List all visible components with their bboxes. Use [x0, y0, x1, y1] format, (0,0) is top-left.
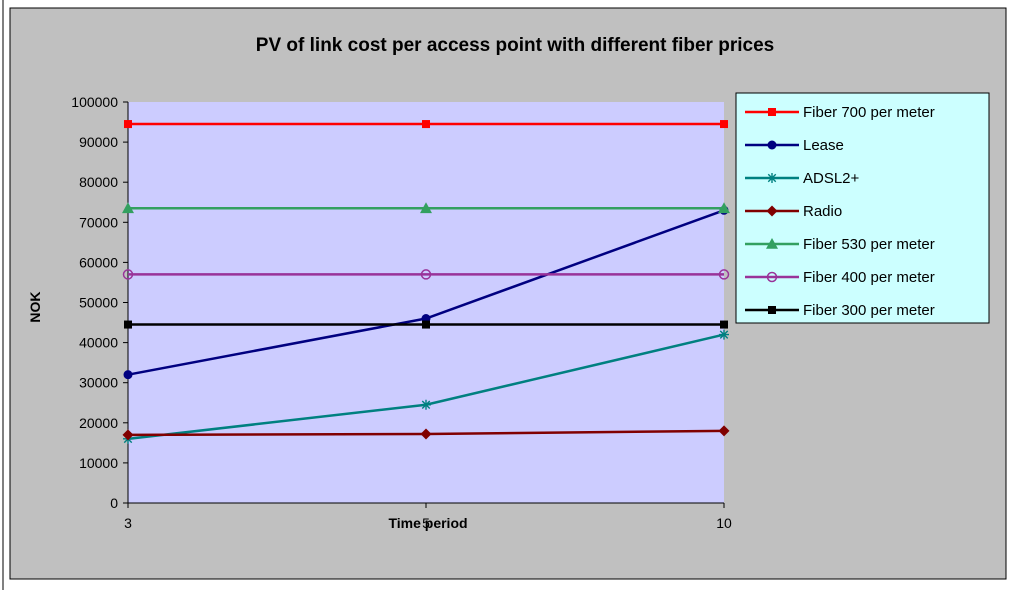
data-point-marker: [422, 321, 430, 329]
data-point-marker: [768, 108, 776, 116]
data-point-marker: [768, 141, 777, 150]
data-point-marker: [421, 400, 431, 410]
legend-label: Fiber 530 per meter: [803, 236, 935, 253]
y-tick-label: 90000: [79, 134, 118, 150]
y-tick-label: 70000: [79, 214, 118, 230]
y-tick-label: 30000: [79, 375, 118, 391]
y-tick-label: 10000: [79, 455, 118, 471]
legend-label: Fiber 700 per meter: [803, 104, 935, 121]
y-tick-label: 80000: [79, 174, 118, 190]
legend-label: Lease: [803, 137, 844, 154]
chart-title: PV of link cost per access point with di…: [256, 35, 774, 56]
y-tick-label: 50000: [79, 295, 118, 311]
data-point-marker: [720, 120, 728, 128]
y-tick-label: 40000: [79, 335, 118, 351]
x-axis-title: Time period: [388, 515, 467, 531]
plot-area: [128, 102, 724, 503]
y-tick-label: 100000: [71, 94, 118, 110]
data-point-marker: [768, 306, 776, 314]
legend-label: Fiber 400 per meter: [803, 269, 935, 286]
y-tick-label: 0: [110, 495, 118, 511]
y-tick-label: 20000: [79, 415, 118, 431]
x-tick-label: 10: [716, 515, 732, 531]
data-point-marker: [719, 330, 729, 340]
data-point-marker: [124, 321, 132, 329]
data-point-marker: [720, 321, 728, 329]
legend-label: Radio: [803, 203, 842, 220]
data-point-marker: [767, 173, 777, 183]
data-point-marker: [124, 120, 132, 128]
y-axis-title: NOK: [27, 291, 43, 322]
data-point-marker: [124, 370, 133, 379]
legend-label: Fiber 300 per meter: [803, 302, 935, 319]
x-tick-label: 3: [124, 515, 132, 531]
data-point-marker: [422, 120, 430, 128]
legend-label: ADSL2+: [803, 170, 860, 187]
y-tick-label: 60000: [79, 254, 118, 270]
